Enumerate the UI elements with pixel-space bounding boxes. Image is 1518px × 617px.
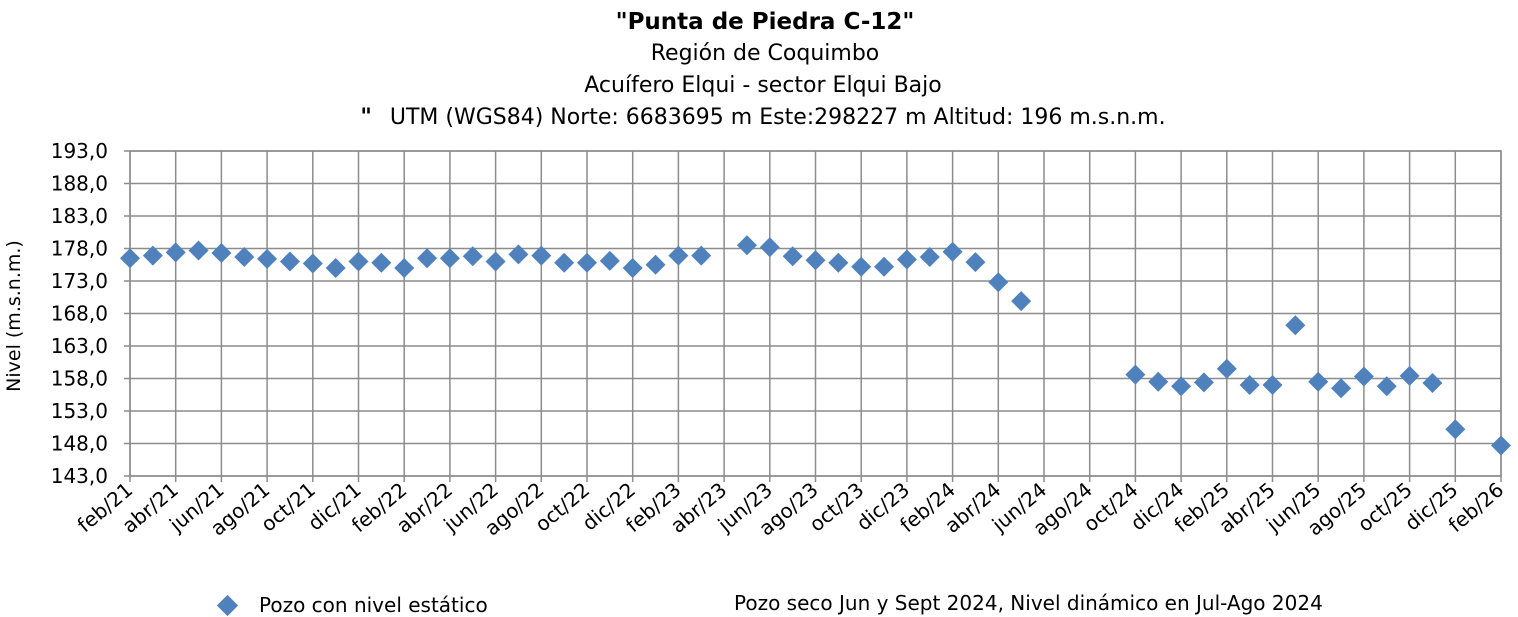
data-point [1445,419,1466,440]
y-tick-label: 178,0 [51,237,108,261]
data-point [508,244,529,265]
y-tick-label: 183,0 [51,204,108,228]
data-point [1308,371,1329,392]
data-point [896,249,917,270]
data-point [462,246,483,267]
data-point [234,246,255,267]
data-point [1171,376,1192,397]
chart-subtitle-utm: UTM (WGS84) Norte: 6683695 m Este:298227… [389,105,1166,130]
data-point [988,272,1009,293]
legend: Pozo con nivel estático [216,593,488,617]
data-point [554,252,575,273]
data-point [142,245,163,266]
chart-subtitle-region: Región de Coquimbo [650,41,880,66]
data-point [302,253,323,274]
data-point [828,252,849,273]
data-point [417,248,438,269]
data-point [622,258,643,278]
data-point [120,248,140,269]
data-point [1331,378,1352,399]
data-point [736,235,757,256]
data-point [782,246,803,267]
data-point [348,251,369,272]
chart-subtitle-quote: " [360,105,372,130]
y-axis-ticks: 193,0 188,0 183,0 178,0 173,0 168,0 163,0 158,0… [51,139,130,488]
data-point [531,245,552,266]
y-tick-label: 158,0 [51,367,108,391]
data-point [1193,372,1214,393]
chart-subtitle-utm-line: " UTM (WGS84) Norte: 6683695 m Este:29822… [4,102,1518,134]
data-point [211,243,232,264]
data-point [394,258,415,278]
data-point [257,248,278,269]
data-point [439,248,460,269]
data-point [1216,358,1237,379]
chart-note: Pozo seco Jun y Sept 2024, Nivel dinámic… [734,591,1323,615]
y-tick-label: 148,0 [51,432,108,456]
y-tick-label: 153,0 [51,399,108,423]
legend-marker-diamond [216,594,239,617]
chart-grid [129,150,1502,482]
data-point [965,252,986,273]
data-point [1353,366,1374,387]
chart-title: "Punta de Piedra C-12" [615,9,915,35]
data-point [325,258,346,278]
data-point [1491,435,1511,456]
x-axis-ticks: feb/21abr/21jun/21ago/21oct/21dic/21feb/… [73,477,1509,540]
legend-label: Pozo con nivel estático [259,593,488,617]
data-point [599,250,620,271]
data-point [805,250,826,271]
data-point [1422,373,1443,394]
y-tick-label: 143,0 [51,464,108,488]
data-point [1239,375,1260,395]
data-point [165,242,186,263]
y-tick-label: 193,0 [51,139,108,163]
data-point [1011,291,1032,312]
data-point [1376,376,1397,397]
data-point [485,251,506,272]
data-point [1262,375,1283,395]
scatter-chart: 193,0 188,0 183,0 178,0 173,0 168,0 163,0 158,0… [3,139,1511,540]
data-point [919,246,940,267]
data-point [645,254,666,275]
chart-titles: "Punta de Piedra C-12" Región de Coquimb… [0,6,1518,134]
data-point [759,237,780,258]
y-tick-label: 163,0 [51,334,108,358]
data-point [1148,371,1169,392]
data-point [371,252,392,273]
data-point [577,252,597,273]
data-point [874,256,895,277]
y-tick-label: 173,0 [51,269,108,293]
data-point [279,251,300,272]
data-point [668,245,689,266]
data-point [1125,364,1146,385]
data-point [942,241,963,262]
chart-subtitle-aquifer: Acuífero Elqui - sector Elqui Bajo [584,73,942,98]
y-tick-label: 188,0 [51,172,108,196]
data-point [1285,315,1306,336]
y-tick-label: 168,0 [51,302,108,326]
data-point [1399,365,1420,386]
y-axis-label: Nivel (m.s.n.m.) [3,240,25,392]
data-point [851,256,872,277]
data-point [188,240,209,261]
data-point [691,245,712,266]
data-points [120,235,1511,456]
